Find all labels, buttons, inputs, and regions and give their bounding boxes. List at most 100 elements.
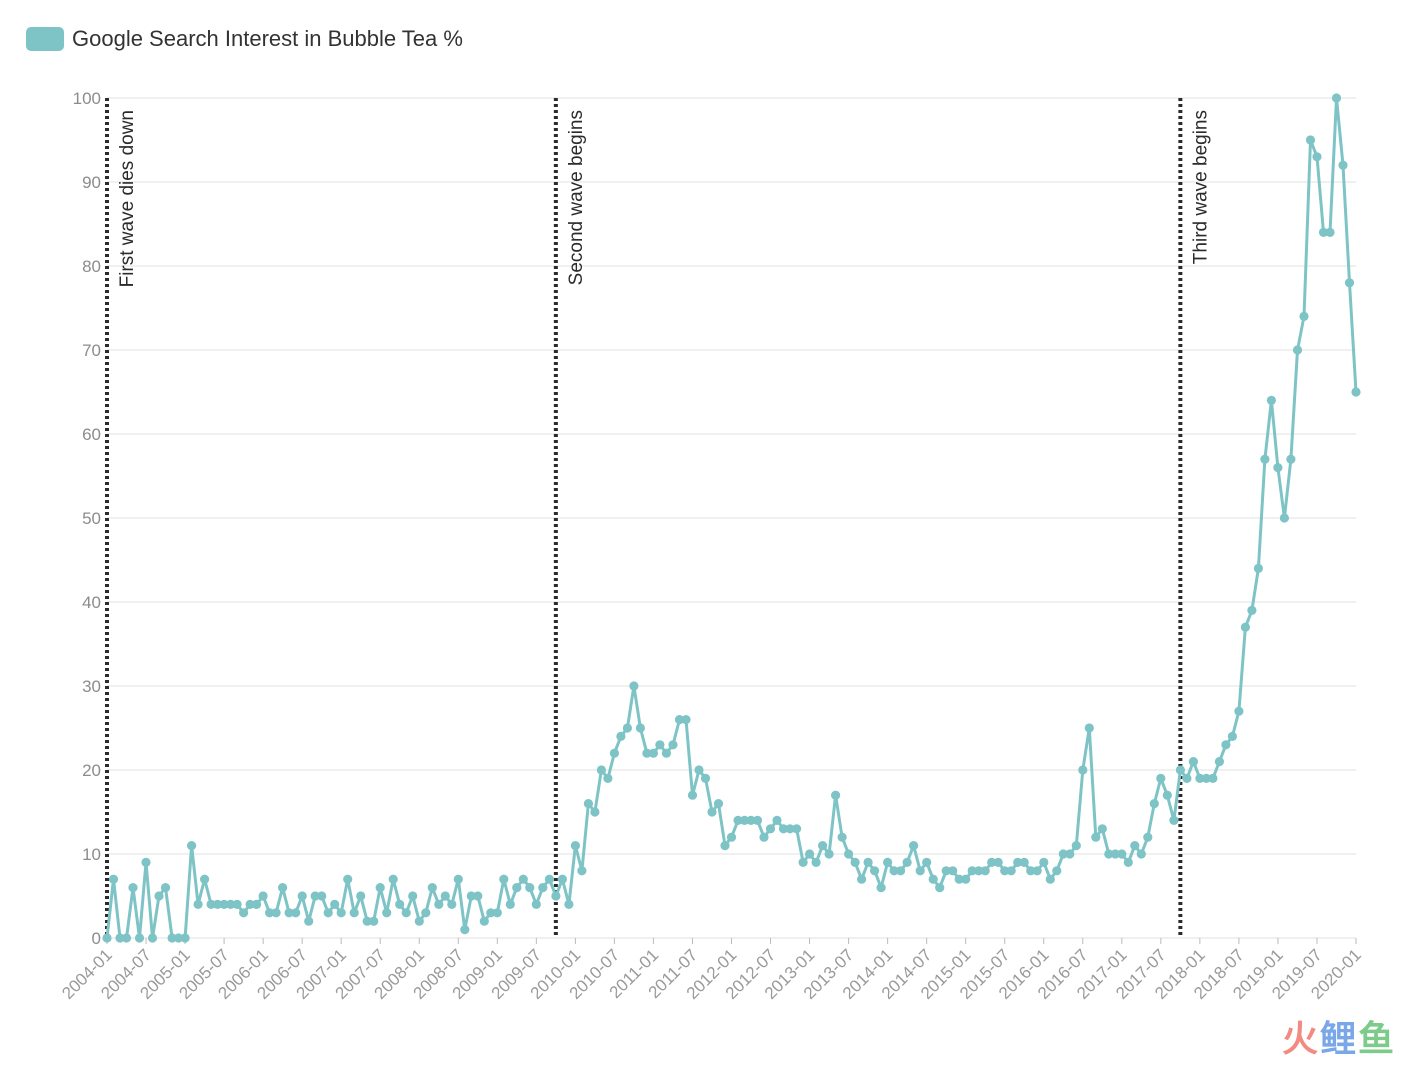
data-point — [486, 908, 496, 918]
data-point — [570, 841, 581, 851]
data-point — [408, 891, 418, 901]
data-point — [1058, 849, 1068, 859]
data-point — [1247, 605, 1257, 616]
data-point — [252, 899, 262, 910]
data-point — [414, 916, 424, 926]
y-tick-label: 70 — [82, 341, 101, 360]
y-axis-ticks: 0 10 20 30 40 50 60 70 80 90 100 — [73, 89, 101, 948]
y-tick-label: 20 — [82, 761, 101, 780]
data-point — [1149, 799, 1159, 809]
data-point — [323, 908, 333, 918]
data-point — [1169, 815, 1179, 826]
data-point — [1351, 387, 1361, 397]
data-point — [375, 883, 385, 893]
data-point — [1208, 773, 1218, 784]
y-tick-label: 10 — [82, 845, 101, 864]
data-point — [954, 874, 964, 884]
data-point — [531, 899, 541, 910]
y-tick-label: 30 — [82, 677, 101, 696]
data-point — [1279, 513, 1289, 523]
data-point — [778, 824, 789, 834]
data-point — [108, 874, 119, 884]
data-point — [427, 883, 437, 893]
legend-swatch — [26, 27, 64, 51]
data-point — [492, 908, 502, 918]
data-point — [941, 866, 951, 876]
data-point — [590, 807, 600, 817]
data-point — [1078, 765, 1088, 775]
data-point — [661, 748, 672, 758]
data-point — [980, 866, 990, 876]
data-point — [726, 832, 737, 842]
data-point — [1292, 345, 1303, 355]
data-point — [785, 824, 795, 834]
data-point — [525, 883, 535, 893]
data-point — [115, 933, 125, 943]
data-point — [844, 849, 854, 859]
data-point — [902, 857, 912, 868]
data-point — [1325, 227, 1335, 237]
data-point — [1299, 311, 1309, 321]
data-point — [187, 841, 197, 851]
data-point — [180, 933, 190, 943]
data-point — [707, 807, 717, 817]
data-point — [603, 773, 613, 784]
data-point — [271, 908, 281, 918]
legend-label: Google Search Interest in Bubble Tea % — [72, 26, 463, 51]
data-point — [200, 874, 210, 884]
data-point — [434, 899, 444, 910]
data-point — [369, 916, 379, 926]
data-point — [857, 874, 867, 884]
legend: Google Search Interest in Bubble Tea % — [26, 26, 463, 52]
data-point — [948, 866, 958, 876]
data-point — [928, 874, 938, 884]
data-point — [401, 908, 411, 918]
data-point — [876, 883, 886, 893]
data-point — [1338, 160, 1348, 170]
data-point — [1019, 857, 1029, 868]
data-point — [1071, 841, 1081, 851]
data-point — [1110, 849, 1120, 859]
data-point — [564, 899, 574, 910]
data-point — [1195, 773, 1205, 784]
watermark-char-2: 鲤 — [1319, 1019, 1358, 1060]
data-point — [1136, 849, 1146, 859]
data-point — [453, 874, 463, 884]
data-point — [896, 866, 906, 876]
data-point — [258, 891, 268, 901]
data-point — [512, 883, 522, 893]
data-point — [1084, 723, 1094, 733]
data-point — [206, 899, 216, 910]
data-point — [1065, 849, 1075, 859]
data-point — [831, 790, 841, 800]
data-point — [1117, 849, 1127, 859]
data-point — [687, 790, 698, 800]
data-point — [147, 933, 158, 943]
data-point — [160, 883, 171, 893]
data-point — [232, 899, 242, 910]
data-point — [1344, 278, 1355, 288]
data-point — [642, 748, 652, 758]
y-tick-label: 50 — [82, 509, 101, 528]
data-point — [583, 799, 594, 809]
data-point — [291, 908, 301, 918]
grid — [107, 97, 1356, 939]
data-point — [141, 857, 151, 868]
data-point — [505, 899, 515, 910]
data-point — [1227, 731, 1237, 742]
data-point — [974, 866, 984, 876]
data-point — [596, 765, 607, 775]
data-point — [330, 899, 340, 910]
data-point — [284, 908, 294, 918]
data-point — [811, 857, 821, 868]
data-point — [310, 891, 320, 901]
data-point — [700, 773, 711, 784]
data-point — [772, 815, 782, 826]
data-point — [609, 748, 620, 758]
data-point — [1253, 563, 1263, 574]
data-point — [577, 866, 587, 876]
data-point — [245, 899, 255, 910]
data-point — [440, 891, 450, 901]
data-point — [167, 933, 177, 943]
